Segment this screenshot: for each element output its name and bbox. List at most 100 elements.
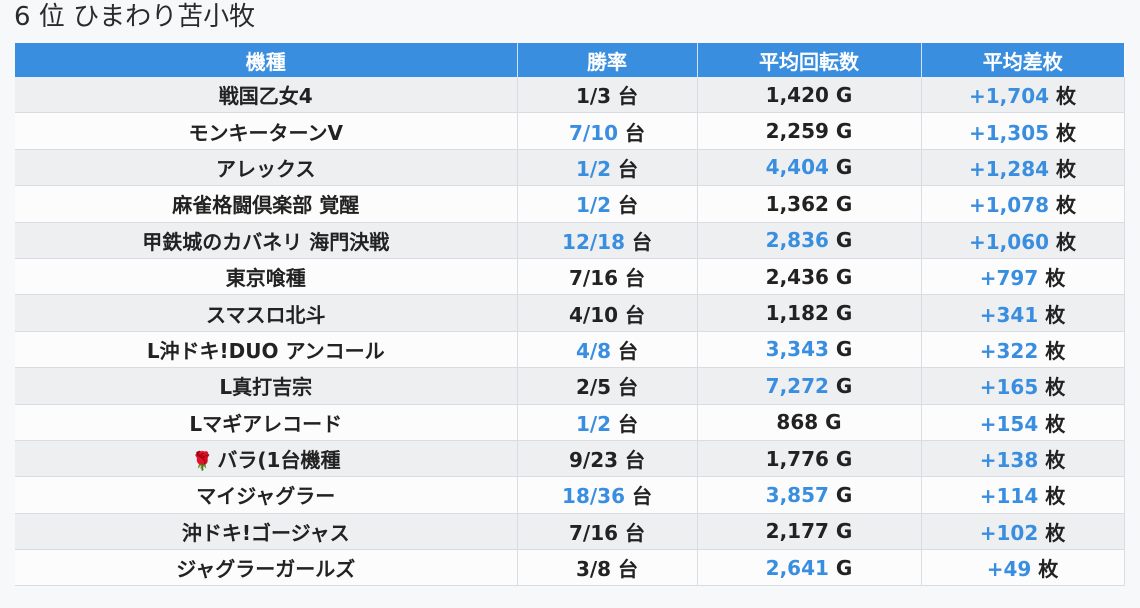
avg-diff-cell: +102 枚 — [921, 513, 1125, 551]
avg-spins-unit: G — [835, 155, 853, 180]
avg-diff-cell: +154 枚 — [921, 404, 1125, 441]
machine-name: Lマギアレコード — [189, 411, 343, 436]
win-rate-value: 4/10 — [568, 302, 619, 327]
avg-spins-value: 1,362 — [765, 191, 829, 216]
avg-spins-cell: 1,776 G — [697, 440, 922, 478]
column-header-avg-spins[interactable]: 平均回転数 — [697, 43, 922, 77]
win-rate-cell: 9/23 台 — [517, 440, 698, 478]
machine-name: 麻雀格闘倶楽部 覚醒 — [172, 193, 360, 218]
avg-diff-cell: +1,284 枚 — [921, 149, 1125, 187]
column-header-avg-diff[interactable]: 平均差枚 — [921, 43, 1124, 77]
win-rate-value: 7/16 — [568, 520, 619, 545]
win-rate-unit: 台 — [625, 120, 646, 145]
win-rate-cell: 18/36 台 — [517, 476, 698, 514]
table-row: モンキーターンV 7/10 台 2,259 G +1,305 枚 — [15, 112, 1125, 150]
avg-diff-unit: 枚 — [1038, 557, 1059, 582]
win-rate-value: 12/18 — [562, 229, 625, 254]
avg-spins-unit: G — [835, 191, 853, 216]
machine-name: ジャグラーガールズ — [176, 557, 356, 582]
avg-diff-cell: +1,078 枚 — [921, 185, 1125, 223]
avg-diff-unit: 枚 — [1056, 193, 1076, 218]
win-rate-unit: 台 — [618, 557, 639, 582]
avg-spins-unit: G — [825, 410, 842, 435]
win-rate-cell: 2/5 台 — [517, 367, 698, 405]
avg-spins-cell: 4,404 G — [697, 149, 922, 187]
win-rate-unit: 台 — [625, 448, 646, 473]
avg-spins-unit: G — [835, 482, 853, 507]
win-rate-cell: 4/10 台 — [517, 294, 698, 332]
rose-icon: 🌹 — [191, 451, 214, 473]
avg-spins-cell: 1,420 G — [697, 77, 922, 114]
win-rate-value: 7/10 — [568, 120, 619, 145]
avg-spins-value: 2,641 — [765, 555, 829, 580]
table-row: ジャグラーガールズ 3/8 台 2,641 G +49 枚 — [15, 549, 1125, 587]
avg-diff-unit: 枚 — [1056, 84, 1076, 109]
avg-spins-cell: 1,362 G — [697, 185, 922, 223]
win-rate-value: 4/8 — [575, 338, 612, 363]
win-rate-cell: 1/2 台 — [517, 404, 698, 441]
avg-diff-unit: 枚 — [1045, 448, 1066, 473]
win-rate-unit: 台 — [631, 484, 652, 509]
machine-cell: ジャグラーガールズ — [15, 549, 518, 587]
win-rate-cell: 7/10 台 — [517, 112, 698, 150]
avg-spins-unit: G — [835, 519, 853, 544]
avg-diff-value: +102 — [979, 520, 1039, 545]
avg-spins-cell: 3,857 G — [697, 476, 922, 514]
avg-diff-unit: 枚 — [1045, 302, 1066, 327]
machine-cell: スマスロ北斗 — [15, 294, 518, 332]
win-rate-cell: 7/16 台 — [517, 513, 698, 551]
avg-diff-value: +797 — [979, 266, 1039, 291]
avg-spins-unit: G — [835, 301, 853, 326]
win-rate-value: 1/2 — [575, 411, 612, 436]
avg-spins-unit: G — [835, 555, 853, 580]
machine-name: 東京喰種 — [225, 266, 306, 291]
avg-diff-unit: 枚 — [1045, 411, 1066, 436]
avg-spins-cell: 2,259 G — [697, 112, 922, 150]
avg-diff-cell: +165 枚 — [921, 367, 1125, 405]
machine-cell: L沖ドキ!DUO アンコール — [15, 331, 518, 369]
avg-spins-unit: G — [835, 119, 853, 144]
avg-spins-value: 7,272 — [765, 373, 829, 398]
avg-spins-unit: G — [835, 82, 853, 107]
avg-spins-unit: G — [835, 373, 853, 398]
avg-spins-value: 2,436 — [765, 264, 829, 289]
table-row: 🌹 バラ(1台機種 9/23 台 1,776 G +138 枚 — [15, 440, 1125, 478]
win-rate-value: 1/2 — [575, 156, 612, 181]
table-row: 東京喰種 7/16 台 2,436 G +797 枚 — [15, 258, 1125, 296]
avg-diff-unit: 枚 — [1045, 520, 1066, 545]
machine-cell: モンキーターンV — [15, 112, 518, 150]
avg-diff-cell: +341 枚 — [921, 294, 1125, 332]
win-rate-value: 1/2 — [575, 193, 612, 218]
machine-cell: 甲鉄城のカバネリ 海門決戦 — [15, 222, 518, 259]
table-row: Lマギアレコード 1/2 台 868 G +154 枚 — [15, 404, 1125, 441]
machine-name: 沖ドキ!ゴージャス — [181, 520, 350, 545]
machine-name: スマスロ北斗 — [206, 302, 326, 327]
win-rate-unit: 台 — [618, 193, 639, 218]
win-rate-cell: 1/3 台 — [517, 77, 698, 114]
win-rate-unit: 台 — [618, 411, 639, 436]
avg-diff-value: +1,060 — [969, 229, 1050, 254]
win-rate-cell: 1/2 台 — [517, 149, 698, 187]
win-rate-value: 7/16 — [568, 266, 619, 291]
win-rate-cell: 4/8 台 — [517, 331, 698, 369]
win-rate-value: 18/36 — [562, 484, 625, 509]
column-header-win-rate[interactable]: 勝率 — [517, 43, 698, 77]
machine-cell: 戦国乙女4 — [15, 77, 518, 114]
win-rate-value: 3/8 — [575, 557, 612, 582]
win-rate-unit: 台 — [618, 338, 639, 363]
table-row: 沖ドキ!ゴージャス 7/16 台 2,177 G +102 枚 — [15, 513, 1125, 551]
avg-diff-value: +1,078 — [969, 193, 1050, 218]
avg-diff-unit: 枚 — [1056, 229, 1076, 254]
avg-diff-cell: +1,704 枚 — [921, 77, 1125, 114]
machine-name: L沖ドキ!DUO アンコール — [146, 338, 385, 363]
avg-diff-cell: +797 枚 — [921, 258, 1125, 296]
page-title: 6 位 ひまわり苫小牧 — [14, 2, 256, 32]
avg-spins-cell: 2,641 G — [697, 549, 922, 587]
avg-diff-cell: +114 枚 — [921, 476, 1125, 514]
machine-cell: 🌹 バラ(1台機種 — [15, 440, 518, 478]
column-header-machine[interactable]: 機種 — [15, 43, 518, 77]
avg-spins-cell: 7,272 G — [697, 367, 922, 405]
table-row: 甲鉄城のカバネリ 海門決戦 12/18 台 2,836 G +1,060 枚 — [15, 222, 1125, 259]
avg-spins-cell: 1,182 G — [697, 294, 922, 332]
